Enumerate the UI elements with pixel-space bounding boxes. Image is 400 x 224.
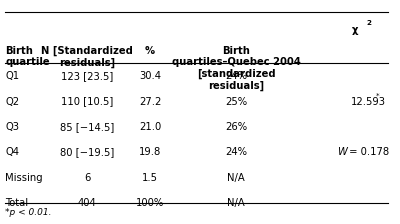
Text: Missing: Missing <box>5 173 43 183</box>
Text: *: * <box>376 93 380 99</box>
Text: 2: 2 <box>366 20 371 26</box>
Text: Q2: Q2 <box>5 97 20 107</box>
Text: Birth
quartiles–Quebec 2004
[standardized
residuals]: Birth quartiles–Quebec 2004 [standardize… <box>172 46 300 91</box>
Text: 25%: 25% <box>225 97 247 107</box>
Text: χ: χ <box>351 25 358 35</box>
Text: Q4: Q4 <box>5 147 19 157</box>
Text: 85 [−14.5]: 85 [−14.5] <box>60 122 114 132</box>
Text: 12.593: 12.593 <box>351 97 386 107</box>
Text: 1.5: 1.5 <box>142 173 158 183</box>
Text: 30.4: 30.4 <box>139 71 161 81</box>
Text: 27.2: 27.2 <box>139 97 161 107</box>
Text: Q1: Q1 <box>5 71 20 81</box>
Text: 80 [−19.5]: 80 [−19.5] <box>60 147 114 157</box>
Text: N/A: N/A <box>227 173 245 183</box>
Text: 26%: 26% <box>225 122 247 132</box>
Text: 21.0: 21.0 <box>139 122 161 132</box>
Text: *p < 0.01.: *p < 0.01. <box>5 208 52 217</box>
Text: N/A: N/A <box>227 198 245 208</box>
Text: 404: 404 <box>78 198 97 208</box>
Text: 6: 6 <box>84 173 90 183</box>
Text: Q3: Q3 <box>5 122 19 132</box>
Text: 24%: 24% <box>225 71 247 81</box>
Text: %: % <box>145 46 155 56</box>
Text: Total: Total <box>5 198 28 208</box>
Text: = 0.178: = 0.178 <box>346 147 389 157</box>
Text: N [Standardized
residuals]: N [Standardized residuals] <box>42 46 133 68</box>
Text: 19.8: 19.8 <box>139 147 161 157</box>
Text: 24%: 24% <box>225 147 247 157</box>
Text: 123 [23.5]: 123 [23.5] <box>61 71 114 81</box>
Text: Birth
quartile: Birth quartile <box>5 46 50 67</box>
Text: W: W <box>337 147 347 157</box>
Text: 100%: 100% <box>136 198 164 208</box>
Text: 110 [10.5]: 110 [10.5] <box>61 97 114 107</box>
